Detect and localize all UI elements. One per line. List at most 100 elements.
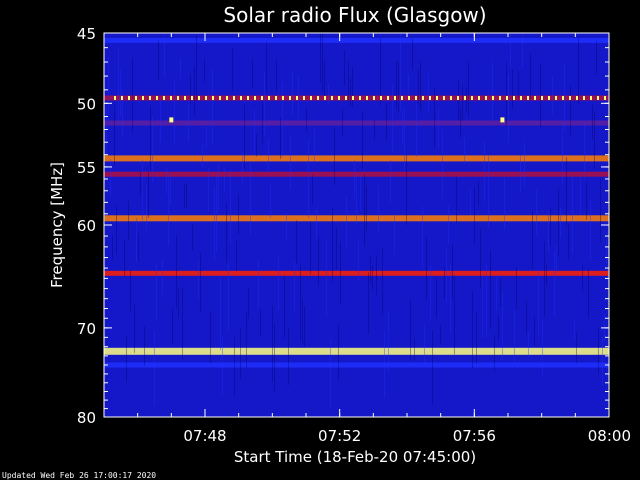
noise-streak [284, 275, 285, 339]
periodic-dot [177, 96, 179, 100]
noise-streak [518, 71, 519, 99]
noise-streak [574, 319, 575, 342]
noise-streak [236, 240, 237, 271]
noise-streak [224, 168, 225, 193]
noise-streak [400, 34, 401, 113]
noise-streak [268, 139, 269, 173]
periodic-dot [121, 96, 123, 100]
noise-streak [576, 332, 577, 364]
noise-streak [598, 328, 599, 375]
noise-streak [558, 188, 559, 257]
noise-streak [410, 299, 411, 360]
noise-streak [356, 174, 357, 226]
periodic-dot [184, 96, 186, 100]
noise-streak [532, 210, 533, 270]
periodic-dot [520, 96, 522, 100]
noise-streak [396, 61, 397, 108]
noise-streak [182, 288, 183, 359]
noise-streak [188, 103, 189, 142]
noise-streak [340, 242, 341, 305]
y-tick-label: 45 [77, 25, 96, 43]
y-tick-label: 70 [77, 320, 96, 338]
noise-streak [580, 177, 581, 215]
noise-streak [412, 38, 413, 70]
noise-streak [230, 169, 231, 243]
noise-streak [314, 127, 315, 163]
periodic-dot [541, 96, 543, 100]
noise-streak [524, 142, 525, 187]
frequency-band [104, 215, 609, 222]
noise-streak [194, 66, 195, 116]
noise-streak [476, 312, 477, 365]
noise-streak [504, 177, 505, 230]
noise-streak [544, 240, 545, 317]
noise-streak [488, 154, 489, 228]
noise-streak [186, 183, 187, 207]
noise-streak [170, 177, 171, 205]
y-tick-label: 55 [77, 159, 96, 177]
periodic-dot [408, 96, 410, 100]
noise-streak [366, 185, 367, 231]
noise-streak [354, 159, 355, 199]
periodic-dot [464, 96, 466, 100]
x-tick-label: 07:56 [453, 427, 496, 445]
noise-streak [178, 288, 179, 319]
noise-streak [514, 309, 515, 364]
noise-streak [346, 196, 347, 249]
noise-streak [436, 277, 437, 319]
noise-streak [312, 175, 313, 205]
updated-timestamp: Updated Wed Feb 26 17:00:17 2020 [2, 471, 156, 480]
noise-streak [296, 220, 297, 264]
noise-streak [578, 37, 579, 106]
noise-streak [322, 34, 323, 92]
noise-streak [206, 126, 207, 149]
noise-streak [200, 253, 201, 312]
periodic-dot [247, 96, 249, 100]
noise-streak [550, 208, 551, 246]
y-tick-label: 60 [77, 217, 96, 235]
noise-streak [390, 160, 391, 204]
noise-streak [294, 261, 295, 313]
noise-streak [110, 159, 111, 197]
noise-streak [446, 249, 447, 303]
noise-streak [220, 274, 221, 350]
noise-streak [208, 168, 209, 211]
noise-streak [472, 291, 473, 369]
noise-streak [534, 315, 535, 346]
periodic-dot [331, 96, 333, 100]
periodic-dot [233, 96, 235, 100]
periodic-dot [114, 96, 116, 100]
periodic-dot [394, 96, 396, 100]
periodic-dot [457, 96, 459, 100]
noise-streak [260, 309, 261, 336]
noise-streak [404, 106, 405, 170]
frequency-band [104, 95, 609, 101]
y-tick-label: 50 [77, 95, 96, 113]
noise-streak [258, 260, 259, 309]
x-axis-label: Start Time (18-Feb-20 07:45:00) [234, 448, 476, 466]
noise-streak [428, 72, 429, 113]
burst-markers [169, 117, 505, 123]
noise-streak [184, 184, 185, 208]
y-axis-ticks: 45 50 55 60 70 80 [77, 25, 609, 427]
noise-streak [542, 318, 543, 377]
periodic-dot [135, 96, 137, 100]
noise-streak [276, 59, 277, 93]
x-tick-label: 07:52 [318, 427, 361, 445]
noise-streak [508, 74, 509, 143]
frequency-band [104, 362, 609, 368]
noise-streak [562, 122, 563, 186]
noise-streak [600, 179, 601, 243]
noise-streak [240, 327, 241, 379]
noise-streak [148, 171, 149, 218]
noise-streak [486, 264, 487, 339]
noise-streak [140, 171, 141, 197]
noise-streak [324, 60, 325, 99]
periodic-dot [429, 96, 431, 100]
periodic-dot [485, 96, 487, 100]
noise-streak [326, 239, 327, 317]
periodic-dot [156, 96, 158, 100]
periodic-dot [422, 96, 424, 100]
noise-streak [374, 120, 375, 141]
